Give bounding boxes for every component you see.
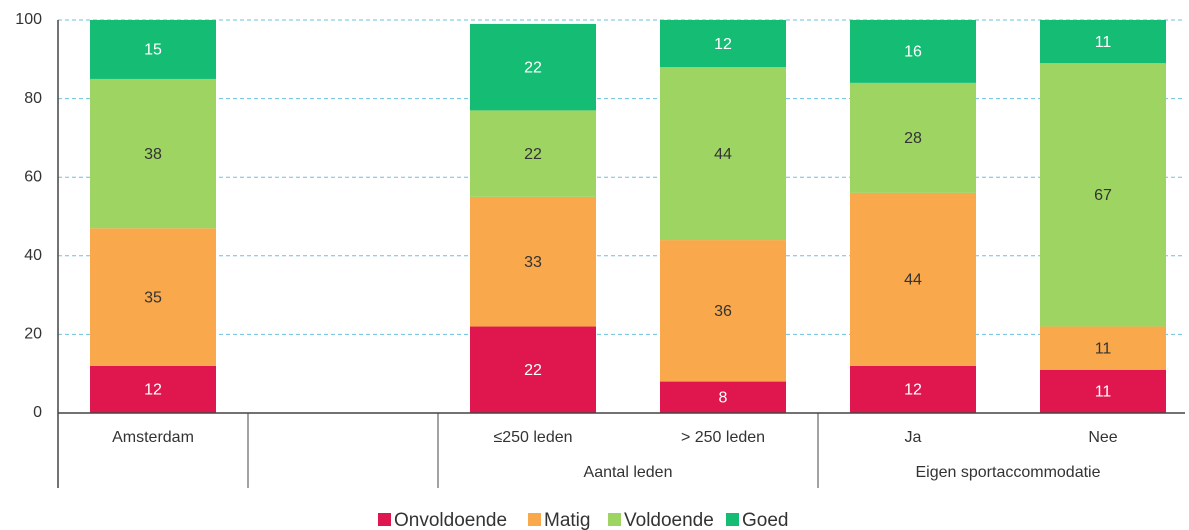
legend-label: Matig [544,510,590,530]
legend-swatch [608,513,621,526]
bar-segment [660,67,786,241]
x-tick-label: > 250 leden [681,429,765,446]
value-label: 44 [904,272,922,289]
value-label: 12 [144,382,162,399]
x-tick-label: Amsterdam [112,429,194,446]
value-label: 38 [144,146,162,163]
bar-segment [470,110,596,197]
bar-segment [90,365,216,413]
bar-segment [660,20,786,68]
y-tick-label: 40 [24,247,42,264]
bar-segment [470,326,596,413]
x-tick-label: Ja [905,429,922,446]
y-tick-label: 100 [15,11,42,28]
bar-segment [850,20,976,83]
x-tick-label: ≤250 leden [493,429,572,446]
bar-segment [1040,326,1166,370]
value-label: 22 [524,59,542,76]
bar-segment [1040,369,1166,413]
y-tick-label: 0 [33,404,42,421]
legend-swatch [378,513,391,526]
bar-segment [660,240,786,382]
legend-swatch [528,513,541,526]
bar-segment [660,381,786,413]
bar-segment [850,82,976,193]
value-label: 36 [714,303,732,320]
legend-swatch [726,513,739,526]
value-label: 8 [719,389,728,406]
legend-label: Goed [742,510,788,530]
value-label: 11 [1095,384,1112,401]
group-label: Aantal leden [584,464,673,481]
bar-segment [90,78,216,229]
value-label: 28 [904,130,922,147]
value-label: 22 [524,362,542,379]
bar-segment [1040,63,1166,327]
bar-segment [90,20,216,79]
value-label: 11 [1095,340,1112,357]
y-tick-label: 80 [24,90,42,107]
legend-label: Voldoende [624,510,714,530]
legend-label: Onvoldoende [394,510,507,530]
bar-segment [1040,20,1166,64]
value-label: 11 [1095,34,1112,51]
value-label: 15 [144,42,162,59]
bar-segment [90,228,216,366]
bar-segment [470,23,596,111]
y-tick-label: 60 [24,168,42,185]
group-label: Eigen sportaccommodatie [916,464,1101,481]
bar-segment [850,365,976,413]
value-label: 12 [904,382,922,399]
value-label: 44 [714,146,732,163]
value-label: 35 [144,289,162,306]
x-tick-label: Nee [1088,429,1117,446]
value-label: 67 [1094,187,1112,204]
bar-segment [850,192,976,366]
value-label: 16 [904,44,922,61]
y-tick-label: 20 [24,326,42,343]
value-label: 33 [524,254,542,271]
value-label: 22 [524,146,542,163]
value-label: 12 [714,36,732,53]
bar-segment [470,196,596,327]
